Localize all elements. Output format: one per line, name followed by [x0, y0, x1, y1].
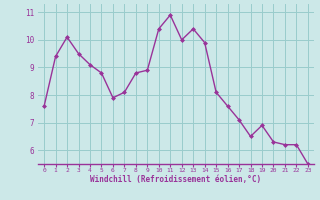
- X-axis label: Windchill (Refroidissement éolien,°C): Windchill (Refroidissement éolien,°C): [91, 175, 261, 184]
